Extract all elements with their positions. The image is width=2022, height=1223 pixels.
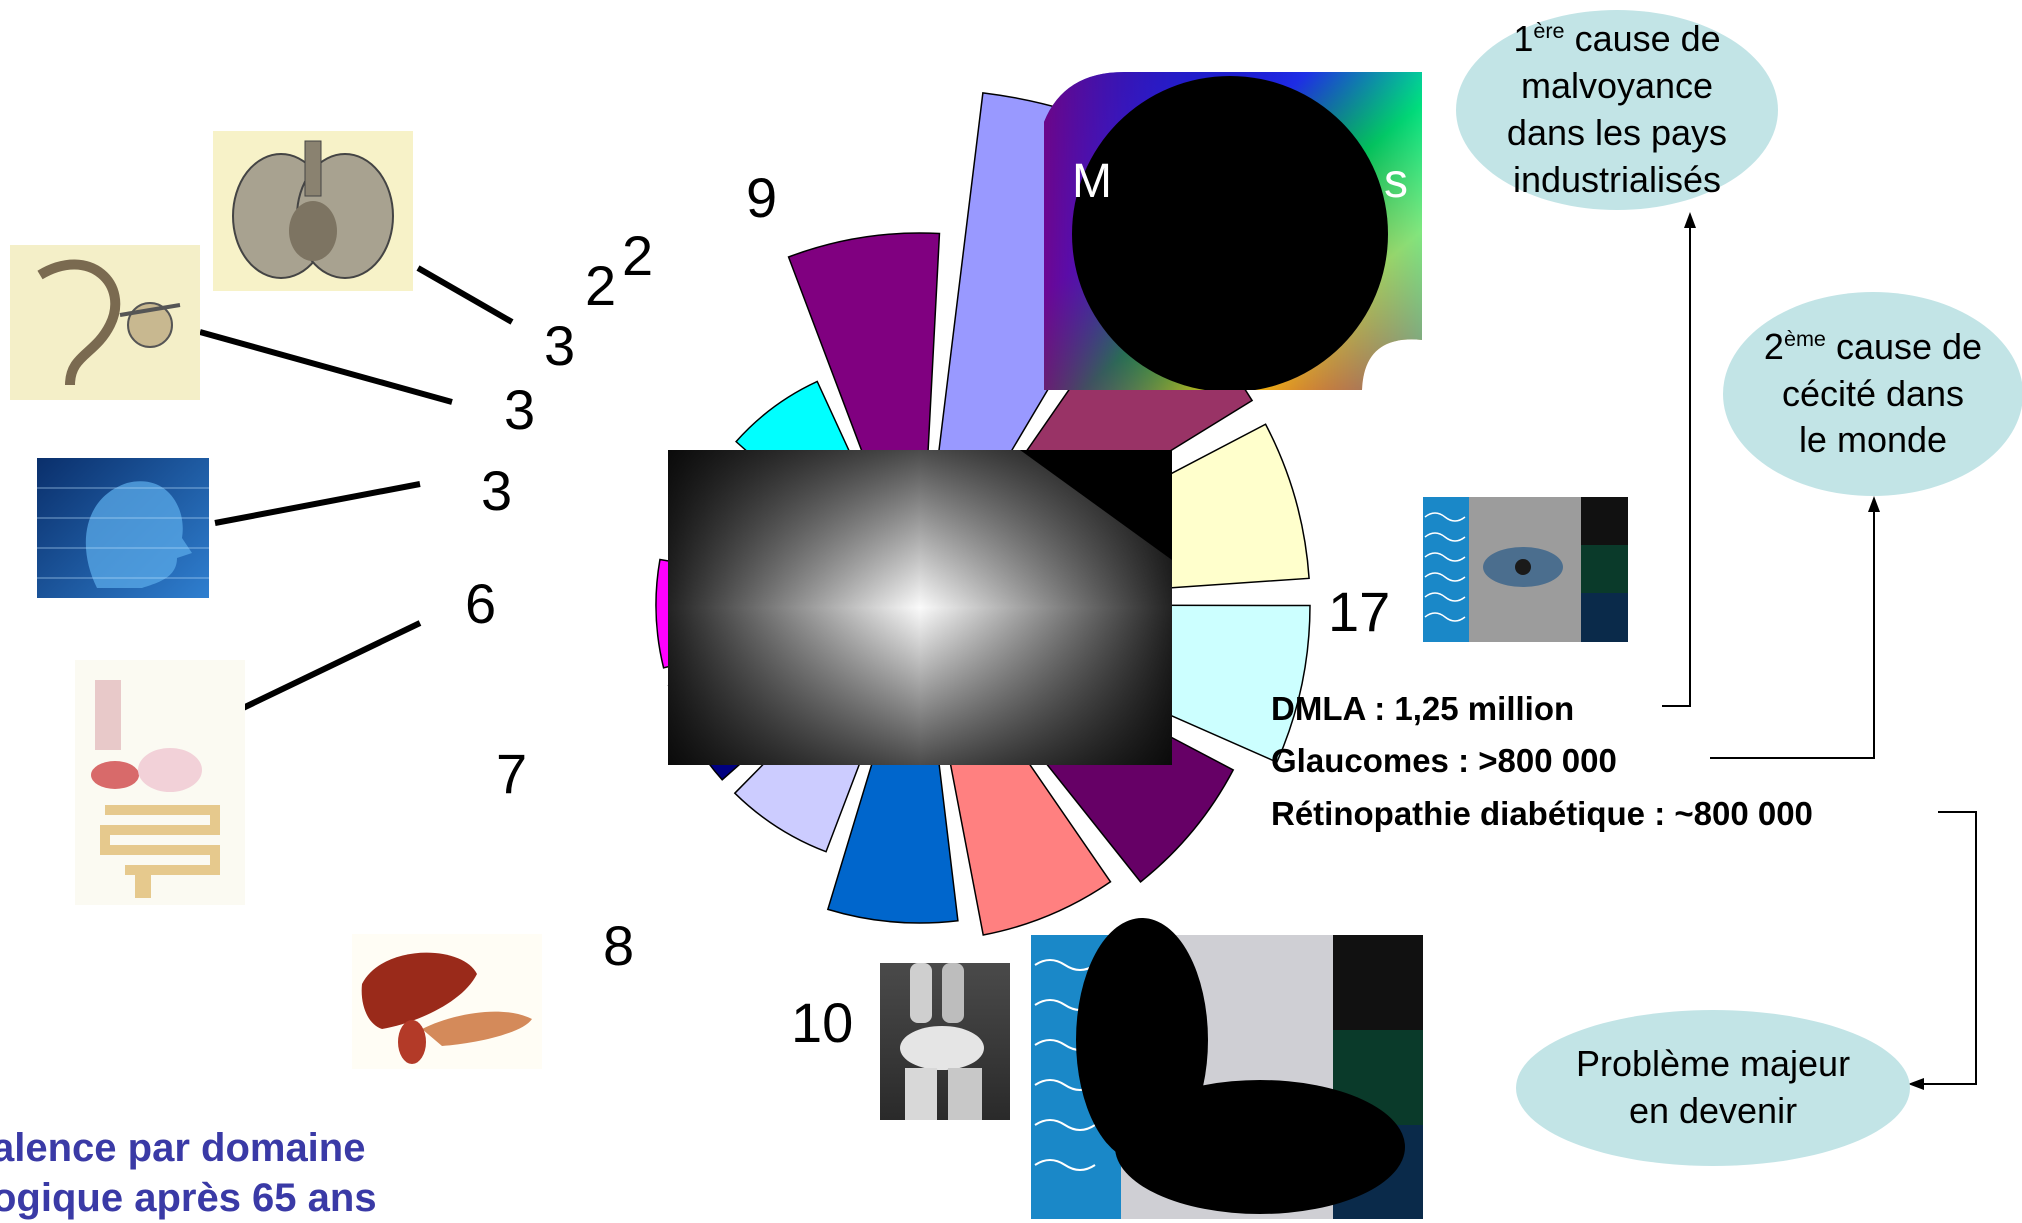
digestive-system-image <box>75 660 245 905</box>
bubble-first-cause: 1ère cause de malvoyance dans les pays i… <box>1456 10 1778 210</box>
xray-icon <box>900 963 984 1120</box>
bubble-second-prefix: 2 <box>1763 325 1784 367</box>
caption-line1: alence par domaine <box>0 1126 366 1170</box>
ear-image <box>10 245 200 400</box>
wrist-xray-image <box>880 963 1010 1120</box>
slide-caption: alence par domaine ogique après 65 ans <box>0 1123 377 1223</box>
label-3-navy: 3 <box>504 378 536 441</box>
stat-glaucomes: Glaucomes : >800 000 <box>1271 742 1617 779</box>
bubble-second-line3: le monde <box>1798 419 1948 461</box>
bubble-second-line2: cécité dans <box>1781 372 1965 414</box>
stat-dmla: DMLA : 1,25 million <box>1271 690 1575 727</box>
label-6: 6 <box>465 572 497 635</box>
liver-pancreas-image <box>352 934 542 1069</box>
rainbow-panel-art <box>1044 72 1422 390</box>
rainbow-panel: M s <box>1044 72 1422 390</box>
head-icon <box>37 481 209 588</box>
label-7: 7 <box>496 742 528 805</box>
digestive-icon <box>91 680 220 898</box>
label-8: 8 <box>603 914 635 977</box>
stat-retinopathie: Rétinopathie diabétique : ~800 000 <box>1271 795 1813 832</box>
lungs-image <box>213 131 413 291</box>
panel-letter-s: s <box>1384 155 1408 208</box>
ear-icon <box>37 259 181 386</box>
center-box-dark-corner <box>1020 450 1172 560</box>
label-3-lavender: 3 <box>481 459 513 522</box>
label-3-magenta: 3 <box>544 314 576 377</box>
brain-head-image <box>37 458 209 598</box>
bubble-third-line1: Problème majeur <box>1575 1043 1851 1085</box>
label-2-cyan: 2 <box>622 224 654 287</box>
panel-letter-m: M <box>1072 155 1112 208</box>
bubble-third-line2: en devenir <box>1628 1090 1798 1131</box>
label-17: 17 <box>1328 580 1391 643</box>
bubble-second-line1: cause de <box>1835 325 1983 367</box>
liver-icon <box>361 952 532 1064</box>
label-2-yellow: 2 <box>585 254 617 317</box>
bubble-first-prefix: 1 <box>1513 18 1534 60</box>
bubble-first-line1: cause de malvoyance <box>1520 18 1721 107</box>
bubble-first-line2: dans les pays industrialisés <box>1506 112 1728 200</box>
eye-collage-icon <box>1423 497 1628 642</box>
lungs-icon <box>232 140 394 279</box>
label-10: 10 <box>791 991 854 1054</box>
bubble-second-sup: ème <box>1783 325 1826 351</box>
caption-line2: ogique après 65 ans <box>0 1176 377 1220</box>
bubble-first-sup: ère <box>1533 18 1565 44</box>
label-9: 9 <box>746 166 778 229</box>
bubble-major-problem: Problème majeur en devenir <box>1516 1010 1910 1166</box>
bubble-second-cause: 2ème cause de cécité dans le monde <box>1723 292 2022 496</box>
eye-collage-small <box>1423 497 1628 642</box>
